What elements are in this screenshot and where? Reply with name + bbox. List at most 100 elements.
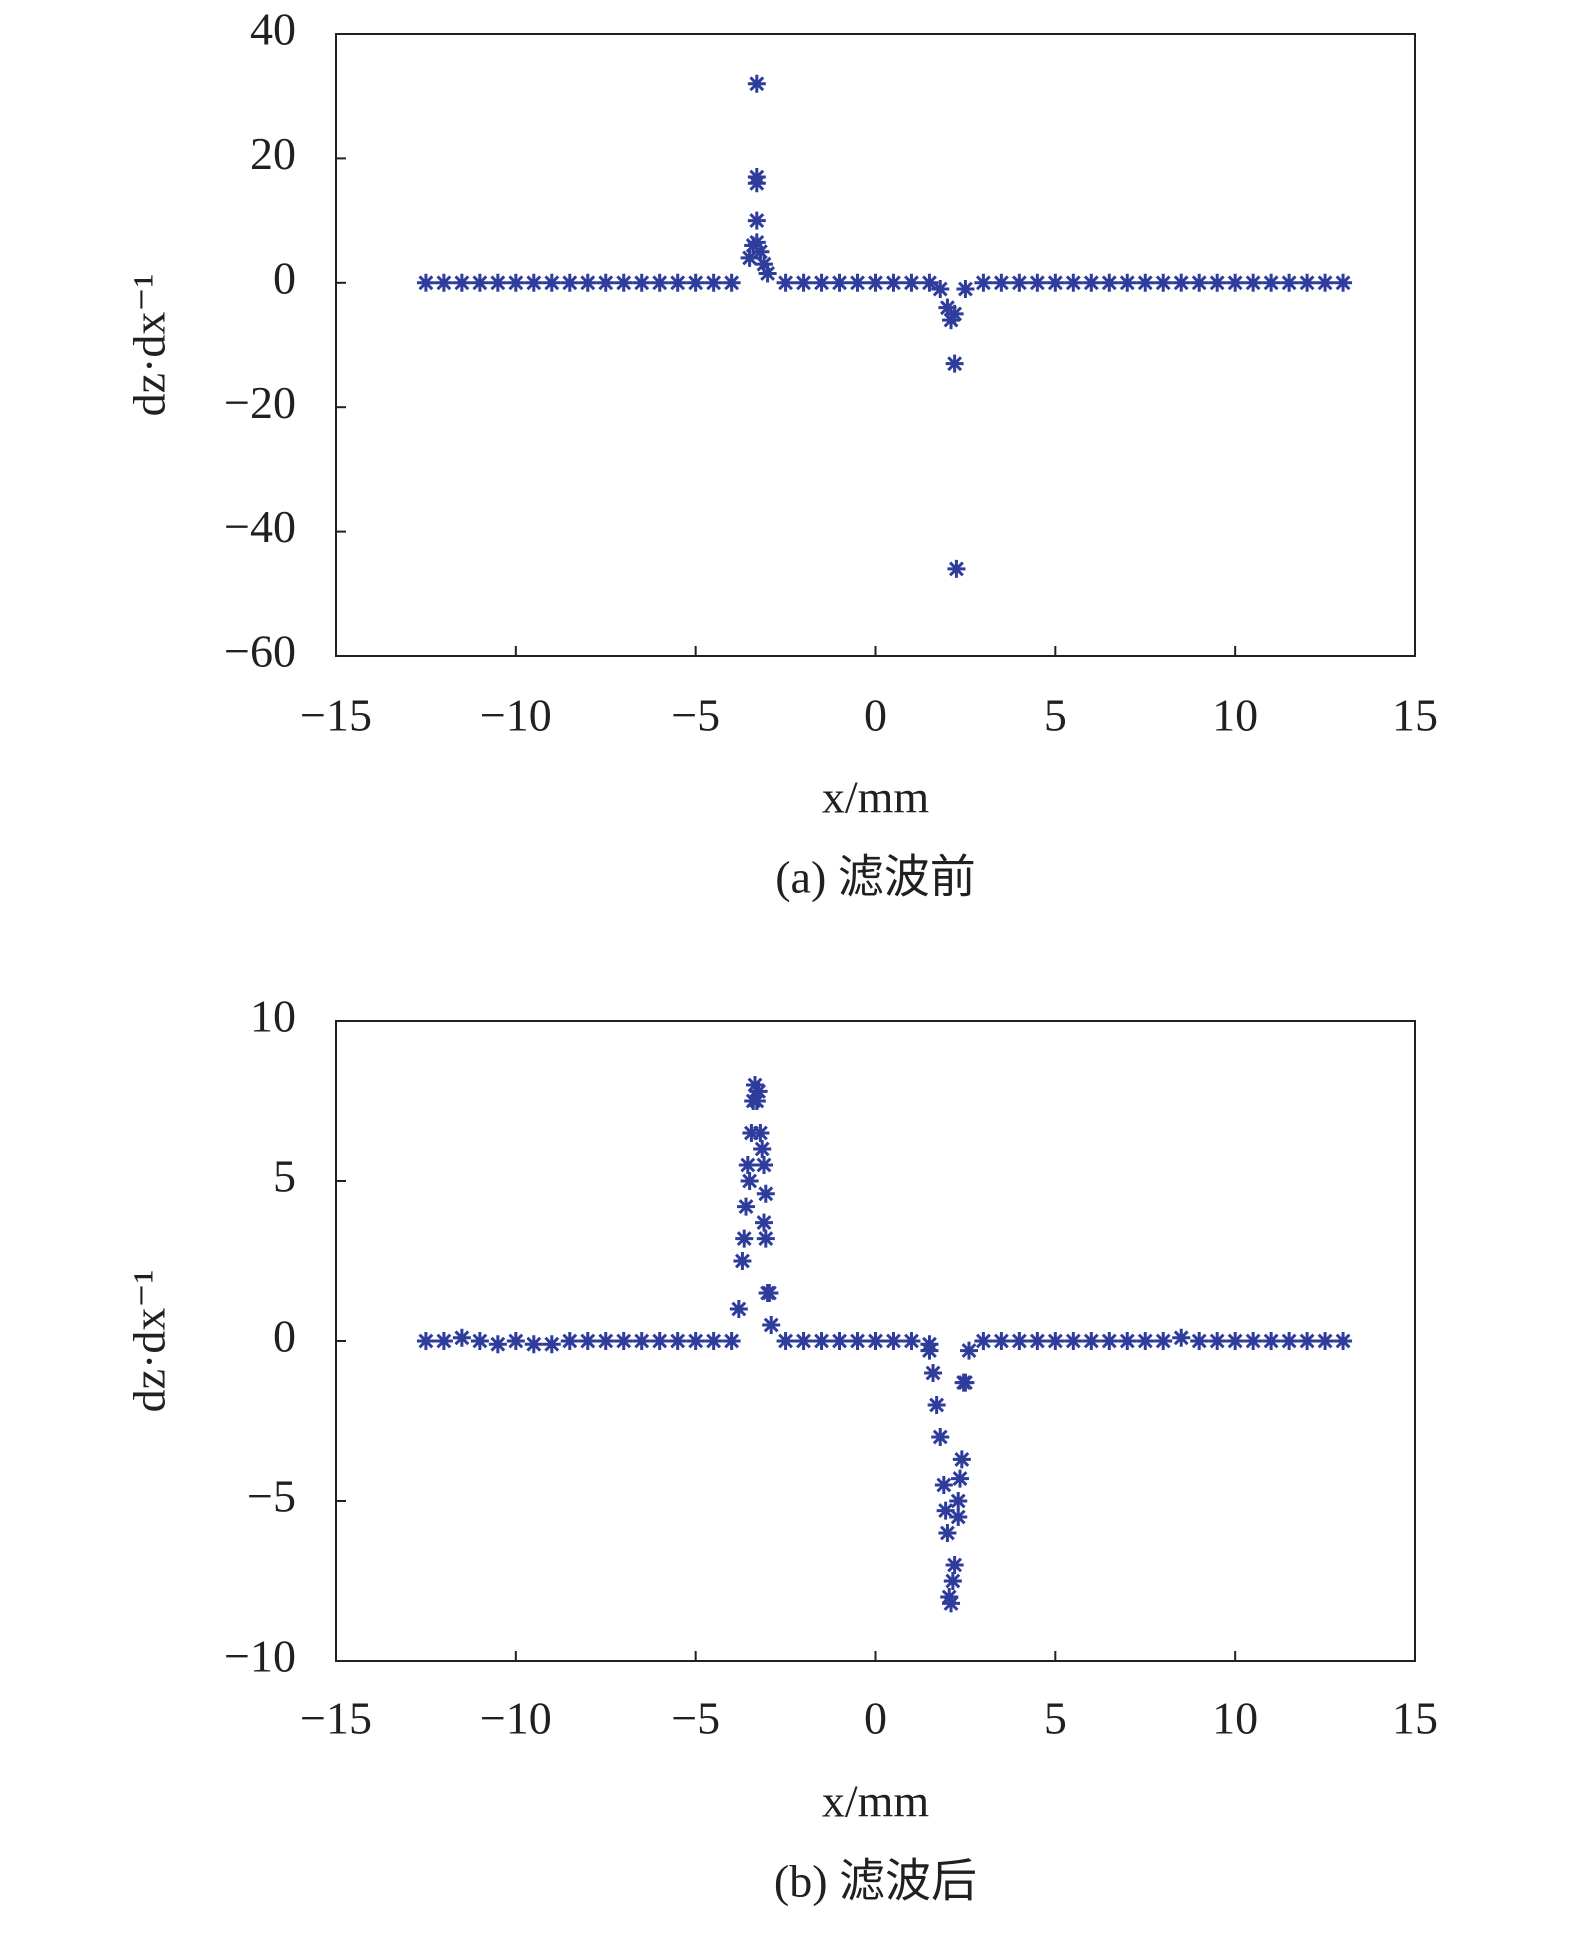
point [812, 1332, 831, 1350]
x-tick-label: −15 [300, 1693, 372, 1744]
point [1316, 273, 1335, 292]
point [956, 280, 975, 299]
point [949, 1508, 968, 1526]
point [740, 1172, 759, 1190]
point [952, 1450, 971, 1469]
point [1280, 273, 1299, 292]
point [942, 311, 961, 330]
point [1100, 273, 1119, 292]
y-tick-label: 0 [273, 252, 296, 303]
y-tick-label: 10 [250, 991, 296, 1042]
x-tick-label: −15 [300, 690, 372, 741]
point [758, 264, 777, 283]
x-tick-label: 5 [1044, 1693, 1067, 1744]
point [668, 273, 687, 292]
point [1262, 1332, 1281, 1350]
y-tick-label: −20 [224, 377, 296, 428]
point [866, 273, 885, 292]
point [751, 1124, 770, 1142]
point [884, 1332, 903, 1350]
point [729, 1300, 748, 1318]
y-tick-label: 20 [250, 128, 296, 179]
point [751, 242, 770, 261]
point [1010, 273, 1029, 292]
point [1226, 273, 1245, 292]
point [1334, 273, 1353, 292]
point [830, 1332, 849, 1350]
x-tick-label: −10 [480, 690, 552, 741]
x-tick-label: 0 [864, 690, 887, 741]
point [1298, 1332, 1317, 1350]
point [934, 1476, 953, 1494]
point [794, 1332, 813, 1350]
point [974, 273, 993, 292]
point [733, 1252, 752, 1270]
point [762, 1316, 781, 1334]
point [578, 1332, 597, 1350]
point [560, 1332, 579, 1350]
x-tick-label: 10 [1212, 690, 1258, 741]
point [812, 273, 831, 292]
caption: (b) 滤波后 [774, 1856, 977, 1907]
point [902, 273, 921, 292]
point [945, 354, 964, 373]
point [1244, 273, 1263, 292]
point [596, 273, 615, 292]
point [747, 211, 766, 230]
point [747, 1092, 766, 1110]
point [452, 273, 471, 292]
point [470, 1332, 489, 1350]
point [1046, 273, 1065, 292]
point [931, 280, 950, 299]
point [1208, 1332, 1227, 1350]
point [650, 1332, 669, 1350]
point [1082, 1332, 1101, 1350]
point [940, 1588, 959, 1606]
point [1154, 1332, 1173, 1350]
point [1118, 273, 1137, 292]
point [1064, 273, 1083, 292]
point [992, 1332, 1011, 1350]
point [755, 255, 774, 274]
point [954, 1373, 973, 1392]
point [902, 1332, 921, 1350]
point [866, 1332, 885, 1350]
point [1190, 1332, 1209, 1350]
point [614, 273, 633, 292]
plot-frame [335, 33, 1416, 657]
point [542, 273, 561, 292]
point [738, 1156, 757, 1174]
point [596, 1332, 615, 1350]
point [524, 1335, 543, 1354]
point [1028, 1332, 1047, 1350]
point [960, 1341, 979, 1360]
point [632, 1332, 651, 1350]
point [632, 273, 651, 292]
y-tick-label: −10 [224, 1631, 296, 1682]
point [1316, 1332, 1335, 1350]
point [755, 1213, 774, 1232]
point [848, 1332, 867, 1350]
x-tick-label: 15 [1392, 1693, 1438, 1744]
point [1154, 273, 1173, 292]
point [416, 1332, 435, 1350]
point [938, 1524, 957, 1542]
y-tick-label: 5 [273, 1151, 296, 1202]
point [951, 1469, 970, 1488]
point [1334, 1332, 1353, 1350]
x-tick-label: 15 [1392, 690, 1438, 741]
x-axis-label: x/mm [822, 772, 930, 823]
point [776, 273, 795, 292]
point [949, 1492, 968, 1510]
y-tick-label: −40 [224, 501, 296, 552]
point [1280, 1332, 1299, 1350]
point [614, 1332, 633, 1350]
point [1136, 1332, 1155, 1350]
point [686, 273, 705, 292]
point [1172, 273, 1191, 292]
point [470, 273, 489, 292]
y-tick-label: 40 [250, 4, 296, 55]
point [740, 248, 759, 267]
y-axis-label: dz·dx⁻¹ [124, 1270, 175, 1413]
